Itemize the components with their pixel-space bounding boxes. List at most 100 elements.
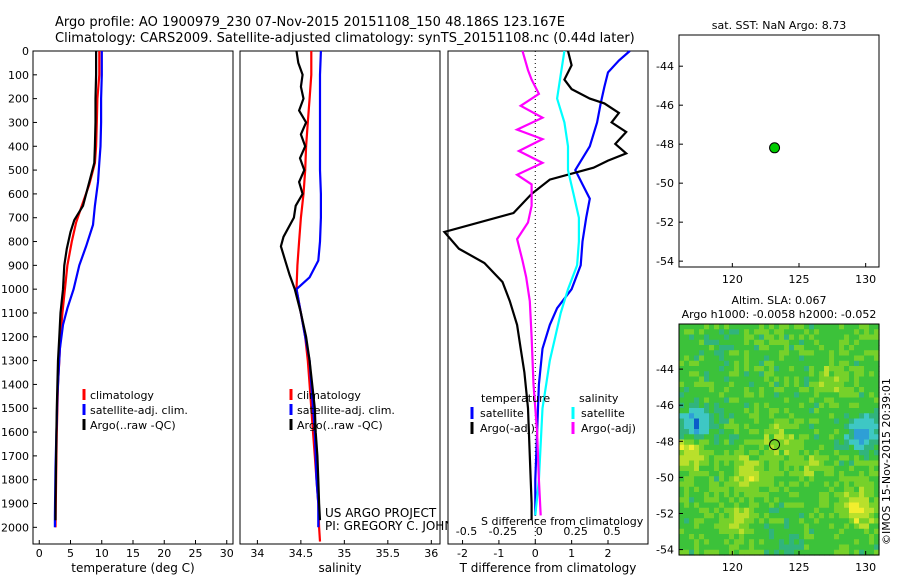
sla-cell [844, 387, 850, 393]
sla-cell [804, 397, 810, 404]
sla-cell [719, 371, 725, 378]
sla-cell [804, 402, 810, 409]
sla-cell [679, 450, 685, 456]
sla-cell [814, 434, 820, 441]
sla-cell [834, 408, 840, 414]
sla-cell [739, 371, 745, 378]
sla-cell [724, 360, 730, 367]
sla-cell [724, 455, 730, 462]
sla-cell [689, 444, 695, 451]
sla-cell [684, 381, 690, 388]
sla-cell [769, 387, 775, 393]
sla-cell [874, 434, 880, 441]
sla-cell [699, 513, 705, 519]
sla-cell [754, 439, 760, 446]
sla-cell [689, 544, 695, 551]
sla-cell [774, 324, 780, 330]
sla-cell [829, 350, 835, 357]
sla-cell [759, 339, 765, 346]
sla-cell [869, 523, 875, 530]
sla-cell [864, 492, 870, 498]
sla-cell [849, 450, 855, 456]
sla-cell [784, 423, 790, 430]
sla-cell [794, 486, 800, 493]
sla-cell [794, 350, 800, 357]
sla-cell [859, 408, 865, 414]
sla-cell [699, 324, 705, 330]
sla-cell [754, 387, 760, 393]
sla-cell [699, 444, 705, 451]
sla-cell [704, 492, 710, 498]
sla-cell [789, 513, 795, 519]
sla-cell [704, 544, 710, 551]
sla-cell [679, 429, 685, 435]
sla-cell [784, 444, 790, 451]
sla-cell [809, 360, 815, 367]
sla-cell [789, 502, 795, 509]
y-tick-label: 900 [8, 259, 29, 272]
sla-cell [844, 402, 850, 409]
sla-cell [779, 355, 785, 362]
sla-cell [839, 455, 845, 462]
sla-cell [789, 402, 795, 409]
sla-cell [779, 502, 785, 509]
sla-cell [859, 507, 865, 514]
sla-cell [829, 450, 835, 456]
sla-cell [799, 497, 805, 504]
sla-cell [689, 402, 695, 409]
sla-cell [764, 381, 770, 388]
map-y-tick-label: -44 [656, 60, 674, 73]
x-tick-label: 35 [337, 547, 351, 560]
sla-cell [874, 534, 880, 540]
sla-cell [689, 392, 695, 399]
sla-cell [844, 518, 850, 525]
sla-cell [759, 381, 765, 388]
sla-cell [799, 523, 805, 530]
sla-cell [689, 465, 695, 472]
sla-cell [724, 502, 730, 509]
sla-cell [784, 392, 790, 399]
sla-cell [759, 329, 765, 336]
sla-cell [709, 502, 715, 509]
sla-cell [684, 460, 690, 467]
sla-cell [804, 471, 810, 477]
sla-cell [799, 381, 805, 388]
sla-cell [824, 523, 830, 530]
sla-cell [859, 423, 865, 430]
sla-cell [809, 507, 815, 514]
sla-cell [759, 413, 765, 420]
sla-cell [784, 539, 790, 546]
sla-cell [859, 539, 865, 546]
sla-cell [849, 497, 855, 504]
sla-cell [729, 528, 735, 535]
sla-cell [714, 455, 720, 462]
sla-cell [834, 486, 840, 493]
sla-cell [699, 355, 705, 362]
sla-cell [779, 371, 785, 378]
sla-cell [744, 434, 750, 441]
sla-cell [704, 539, 710, 546]
sla-cell [699, 413, 705, 420]
sla-cell [769, 497, 775, 504]
sla-cell [744, 455, 750, 462]
sla-cell [784, 471, 790, 477]
sla-cell [759, 434, 765, 441]
sla-cell [754, 334, 760, 341]
sla-cell [714, 439, 720, 446]
sla-cell [874, 329, 880, 336]
sla-cell [684, 345, 690, 351]
sla-cell [874, 418, 880, 425]
sla-cell [829, 481, 835, 488]
sla-cell [689, 376, 695, 383]
sla-cell [824, 381, 830, 388]
sla-cell [799, 471, 805, 477]
sla-cell [859, 497, 865, 504]
sla-cell [829, 397, 835, 404]
y-tick-label: 600 [8, 188, 29, 201]
sla-cell [769, 339, 775, 346]
sla-cell [704, 481, 710, 488]
sla-cell [809, 549, 815, 556]
sla-cell [704, 486, 710, 493]
sla-cell [779, 402, 785, 409]
sla-cell [739, 413, 745, 420]
